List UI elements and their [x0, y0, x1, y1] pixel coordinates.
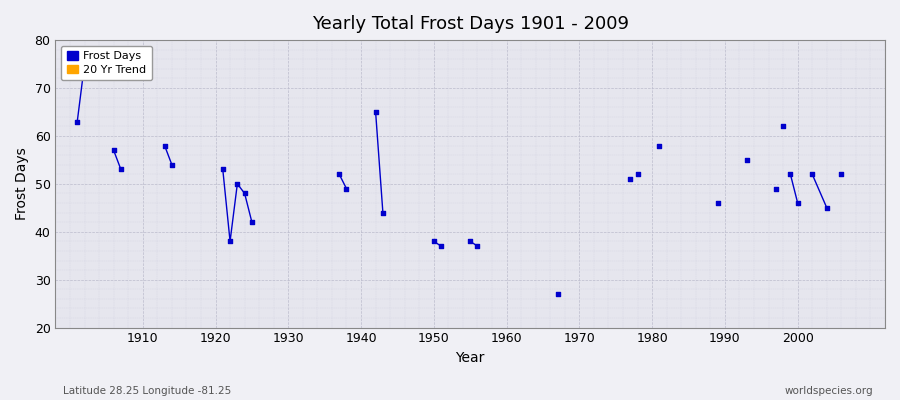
- Point: [769, 186, 783, 192]
- Point: [230, 181, 245, 187]
- Point: [805, 171, 819, 178]
- Point: [623, 176, 637, 182]
- Point: [427, 238, 441, 244]
- Point: [471, 243, 485, 249]
- Point: [339, 186, 354, 192]
- Point: [790, 200, 805, 206]
- Point: [332, 171, 347, 178]
- Point: [106, 147, 121, 154]
- Point: [463, 238, 477, 244]
- Point: [783, 171, 797, 178]
- Title: Yearly Total Frost Days 1901 - 2009: Yearly Total Frost Days 1901 - 2009: [311, 15, 629, 33]
- Point: [77, 61, 92, 67]
- Point: [245, 219, 259, 225]
- Text: Latitude 28.25 Longitude -81.25: Latitude 28.25 Longitude -81.25: [63, 386, 231, 396]
- Point: [550, 291, 564, 297]
- Text: worldspecies.org: worldspecies.org: [785, 386, 873, 396]
- Point: [223, 238, 238, 244]
- Point: [740, 157, 754, 163]
- Legend: Frost Days, 20 Yr Trend: Frost Days, 20 Yr Trend: [61, 46, 152, 80]
- Point: [710, 200, 724, 206]
- Point: [434, 243, 448, 249]
- Point: [158, 142, 172, 149]
- Point: [834, 171, 849, 178]
- Point: [70, 118, 85, 125]
- Point: [238, 190, 252, 197]
- Point: [630, 171, 644, 178]
- Point: [776, 123, 790, 130]
- Point: [113, 166, 128, 173]
- Point: [165, 162, 179, 168]
- Point: [375, 209, 390, 216]
- Point: [368, 109, 382, 115]
- Point: [652, 142, 667, 149]
- Point: [216, 166, 230, 173]
- X-axis label: Year: Year: [455, 351, 485, 365]
- Point: [820, 205, 834, 211]
- Y-axis label: Frost Days: Frost Days: [15, 148, 29, 220]
